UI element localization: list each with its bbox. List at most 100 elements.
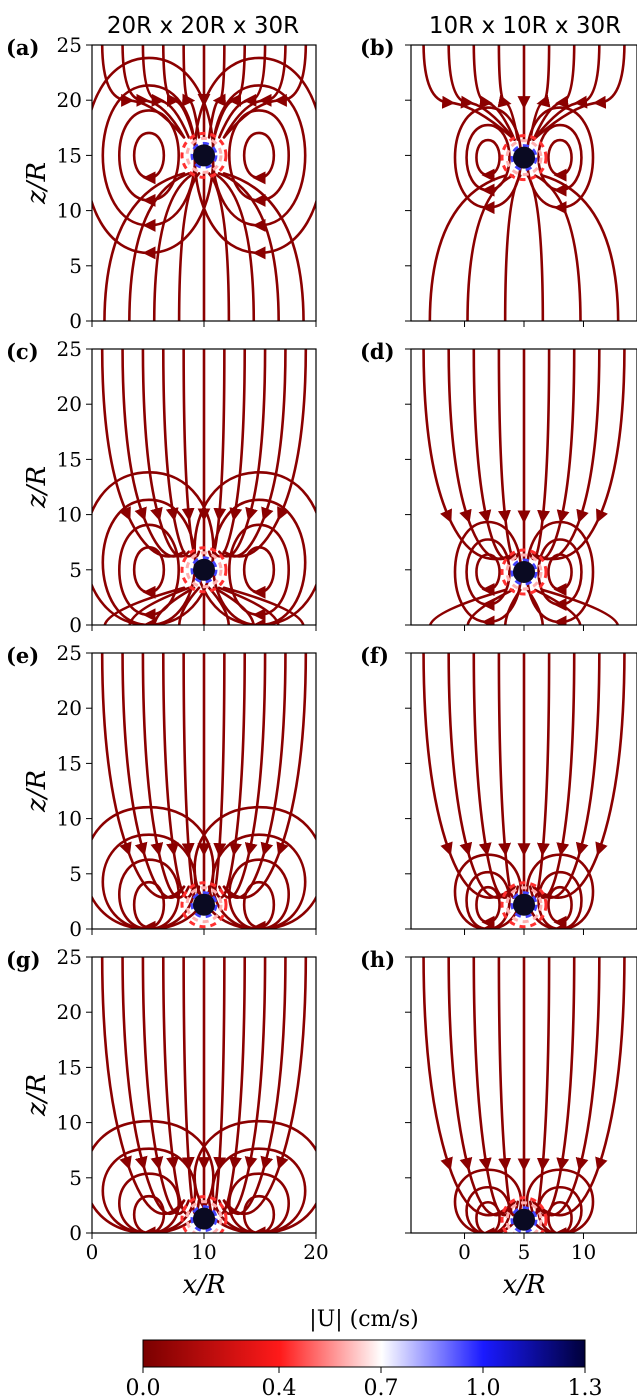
streamline [118, 1172, 180, 1233]
streamline [92, 56, 215, 260]
streamline [132, 546, 166, 599]
colorbar-tick-label: 1.3 [568, 1376, 603, 1400]
streamline [212, 957, 247, 1215]
streamlines [92, 653, 316, 929]
x-axis-label: x/R [503, 1270, 546, 1300]
near-field-streamline [185, 551, 223, 589]
streamline [532, 45, 626, 141]
streamline [228, 858, 290, 929]
streamline [121, 957, 186, 1216]
x-tick-label: 0 [86, 1240, 99, 1264]
streamline [532, 957, 601, 1217]
streamline [532, 653, 601, 899]
streamline [532, 349, 626, 561]
streamline [532, 45, 601, 141]
streamline [211, 84, 307, 232]
panel-b: (b) [360, 35, 637, 327]
panel-letter: (a) [6, 35, 39, 60]
streamline [532, 349, 576, 561]
x-tick-label: 20 [303, 1240, 328, 1264]
y-tick-label: 15 [57, 143, 82, 167]
near-field-streamline [505, 886, 543, 924]
y-tick-label: 5 [69, 862, 82, 886]
near-field-streamline [185, 1200, 223, 1233]
y-tick-label: 25 [57, 945, 82, 969]
streamline [472, 45, 516, 141]
streamline [177, 586, 201, 625]
y-tick-label: 10 [57, 199, 82, 223]
panel-e: 0 5 10 15 20 25 z/R (e) [6, 641, 317, 941]
y-tick-label: 15 [57, 447, 82, 471]
sphere [513, 1208, 535, 1231]
streamline [447, 45, 516, 141]
y-axis-label: z/R [22, 466, 52, 509]
near-field-streamline [505, 553, 543, 591]
streamline [101, 84, 197, 232]
streamline [118, 109, 180, 207]
streamline [161, 653, 196, 899]
streamline [228, 1172, 290, 1233]
streamline [547, 138, 573, 182]
streamline [422, 349, 516, 561]
y-axis-label: z/R [22, 162, 52, 205]
x-tick-label: 0 [458, 1240, 471, 1264]
y-tick-label: 0 [69, 1221, 82, 1245]
y-tick-label: 20 [57, 392, 82, 416]
streamline [212, 45, 247, 139]
near-field-streamline [510, 558, 538, 586]
near-field-streamline [180, 546, 228, 594]
near-field-streamline [500, 134, 548, 182]
streamline [103, 172, 186, 321]
streamline [447, 653, 516, 899]
colorbar-tick-label: 1.0 [466, 1376, 501, 1400]
streamline [525, 1168, 595, 1233]
near-field-streamline [500, 881, 548, 929]
streamline [475, 138, 501, 182]
near-field-streamline [510, 144, 538, 172]
streamline [547, 1200, 573, 1233]
streamline [525, 106, 595, 215]
sphere [193, 558, 215, 581]
streamlines [92, 45, 316, 321]
sphere [513, 893, 535, 916]
streamline [472, 957, 516, 1217]
streamline [453, 1168, 523, 1233]
streamline [525, 520, 595, 625]
streamlines [422, 349, 626, 625]
streamline [222, 586, 305, 625]
panel-c: 0 5 10 15 20 25 z/R (c) [6, 337, 317, 637]
near-field-streamline [510, 891, 538, 919]
panel-g: 0 5 10 15 20 25 0 10 20 z/R x/R (g) [6, 945, 329, 1300]
streamline [453, 853, 523, 929]
streamline [207, 172, 231, 321]
panel-letter: (f) [360, 643, 389, 668]
streamline [133, 1194, 165, 1233]
streamline [547, 553, 573, 597]
near-field-streamline [190, 891, 218, 919]
near-field-streamline [500, 1196, 548, 1233]
y-tick-label: 15 [57, 751, 82, 775]
x-tick-label: 10 [191, 1240, 216, 1264]
streamline [193, 1119, 316, 1233]
y-tick-label: 5 [69, 1166, 82, 1190]
streamline [541, 174, 620, 321]
near-field-streamline [180, 1195, 228, 1233]
streamline [161, 45, 196, 139]
streamline [101, 498, 197, 625]
y-axis-label: z/R [22, 1074, 52, 1117]
streamline [547, 885, 573, 929]
streamline [497, 45, 520, 141]
sphere [513, 146, 535, 169]
streamline [532, 957, 626, 1217]
streamline [453, 520, 523, 625]
colorbar-tick-label: 0.4 [262, 1376, 297, 1400]
x-axis-label: x/R [183, 1270, 226, 1300]
y-tick-label: 5 [69, 254, 82, 278]
panel-letter: (c) [6, 339, 39, 364]
streamline [465, 870, 511, 929]
near-field-streamline [500, 548, 548, 596]
streamline [475, 885, 501, 929]
near-field-streamline [190, 1205, 218, 1233]
streamline [121, 45, 186, 139]
